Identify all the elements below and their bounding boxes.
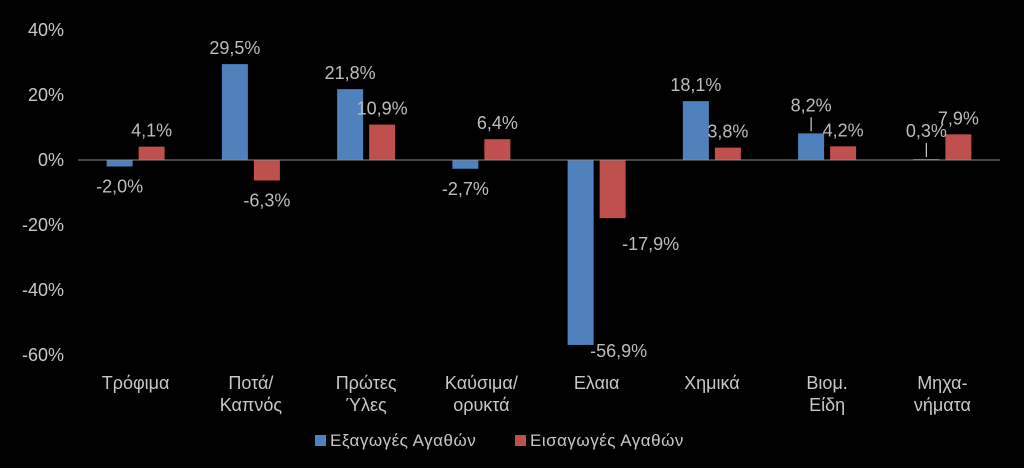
data-label: 4,1% [131, 121, 172, 141]
data-label: -17,9% [622, 234, 679, 254]
bar-imports [945, 134, 972, 160]
data-label: 21,8% [325, 63, 376, 83]
y-tick-label: -40% [22, 280, 64, 300]
category-label: Πρώτες [336, 373, 397, 393]
bar-exports [106, 160, 133, 167]
category-label: Ύλες [346, 395, 387, 415]
y-tick-label: 0% [38, 150, 64, 170]
y-tick-label: 40% [28, 20, 64, 40]
category-label: ορυκτά [453, 395, 509, 415]
y-tick-label: -60% [22, 345, 64, 365]
category-label: Ποτά/ [228, 373, 273, 393]
bar-imports [253, 160, 280, 181]
category-label: Καπνός [220, 395, 283, 415]
category-label: Καύσιμα/ [445, 373, 518, 393]
data-label: -56,9% [590, 341, 647, 361]
data-label: 3,8% [707, 122, 748, 142]
category-label: νήματα [914, 395, 971, 415]
data-label: 0,3% [906, 121, 947, 141]
bar-imports [599, 160, 626, 219]
data-label: 4,2% [823, 120, 864, 140]
category-label: Χημικά [684, 373, 740, 393]
data-labels: -2,0% 4,1% 29,5% -6,3% 21,8% 10,9% -2,7% 6,4% -5… [96, 38, 979, 361]
bar-exports [682, 101, 709, 160]
data-label: 18,1% [670, 75, 721, 95]
legend: Εξαγωγές Αγαθών Εισαγωγές Αγαθών [315, 431, 684, 450]
y-tick-label: -20% [22, 215, 64, 235]
bar-exports [337, 89, 364, 160]
legend-label: Εισαγωγές Αγαθών [530, 431, 684, 450]
y-axis: -60% -40% -20% 0% 20% 40% [22, 20, 64, 365]
legend-swatch [515, 435, 526, 446]
data-label: -2,0% [96, 177, 143, 197]
legend-label: Εξαγωγές Αγαθών [330, 431, 476, 450]
y-tick-label: 20% [28, 85, 64, 105]
category-label: Ελαια [574, 373, 620, 393]
data-label: 29,5% [209, 38, 260, 58]
bar-imports [369, 124, 396, 160]
data-label: 7,9% [938, 108, 979, 128]
data-label: 8,2% [791, 95, 832, 115]
category-label: Είδη [809, 395, 845, 415]
bar-exports [798, 133, 825, 160]
bar-imports [138, 146, 165, 160]
category-label: Βιομ. [806, 373, 847, 393]
bar-imports [830, 146, 857, 160]
bar-exports [221, 64, 248, 160]
bar-imports [714, 147, 741, 160]
legend-swatch [315, 435, 326, 446]
data-label: -6,3% [243, 190, 290, 210]
category-label: Μηχα- [917, 373, 967, 393]
bar-exports [452, 160, 479, 169]
data-label: -2,7% [442, 179, 489, 199]
bar-exports [567, 160, 594, 345]
bar-imports [484, 139, 511, 160]
data-label: 6,4% [477, 113, 518, 133]
bars [106, 64, 972, 345]
category-label: Τρόφιμα [102, 373, 170, 393]
leader-lines [810, 117, 927, 158]
data-label: 10,9% [357, 99, 408, 119]
